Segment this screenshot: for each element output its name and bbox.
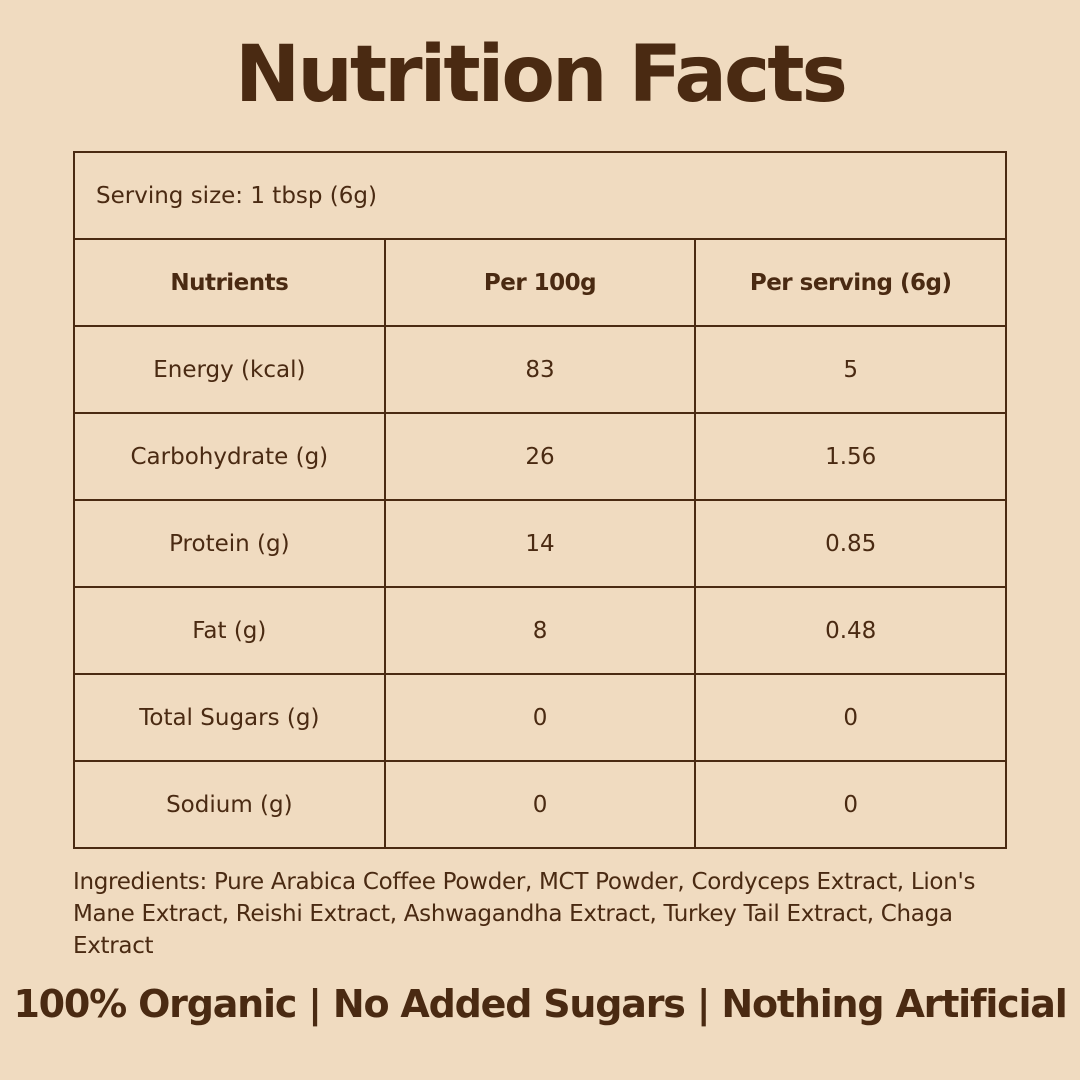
table-row: Protein (g) 14 0.85 — [75, 501, 1005, 588]
nutrient-value: 0 — [386, 675, 697, 760]
nutrient-name: Carbohydrate (g) — [75, 414, 386, 499]
nutrient-value: 26 — [386, 414, 697, 499]
nutrient-value: 1.56 — [825, 443, 877, 470]
column-header: Per serving (6g) — [749, 269, 952, 296]
title: Nutrition Facts — [235, 30, 848, 120]
serving-size: Serving size: 1 tbsp (6g) — [75, 153, 1005, 240]
header-row: Nutrients Per 100g Per serving (6g) — [75, 240, 1005, 327]
nutrient-name: Sodium (g) — [75, 762, 386, 847]
nutrient-value: 0 — [843, 791, 858, 818]
nutrient-value: 5 — [843, 356, 858, 383]
nutrient-value: 8 — [386, 588, 697, 673]
ingredients: Ingredients: Pure Arabica Coffee Powder,… — [73, 869, 976, 959]
nutrition-table: Serving size: 1 tbsp (6g) Nutrients Per 1… — [73, 151, 1007, 849]
table-row: Carbohydrate (g) 26 1.56 — [75, 414, 1005, 501]
nutrient-name: Total Sugars (g) — [75, 675, 386, 760]
nutrient-name: Fat (g) — [75, 588, 386, 673]
table-row: Fat (g) 8 0.48 — [75, 588, 1005, 675]
nutrient-name: Energy (kcal) — [75, 327, 386, 412]
column-header: Nutrients — [75, 240, 386, 325]
table-row: Sodium (g) 0 0 — [75, 762, 1005, 847]
nutrient-value: 0.48 — [825, 617, 877, 644]
column-header: Per 100g — [386, 240, 697, 325]
nutrient-value: 14 — [386, 501, 697, 586]
nutrient-value: 0 — [843, 704, 858, 731]
footer: 100% Organic | No Added Sugars | Nothing… — [13, 982, 1067, 1026]
table-row: Total Sugars (g) 0 0 — [75, 675, 1005, 762]
nutrient-name: Protein (g) — [75, 501, 386, 586]
nutrient-value: 0 — [386, 762, 697, 847]
nutrient-value: 0.85 — [825, 530, 877, 557]
table-row: Energy (kcal) 83 5 — [75, 327, 1005, 414]
nutrient-value: 83 — [386, 327, 697, 412]
